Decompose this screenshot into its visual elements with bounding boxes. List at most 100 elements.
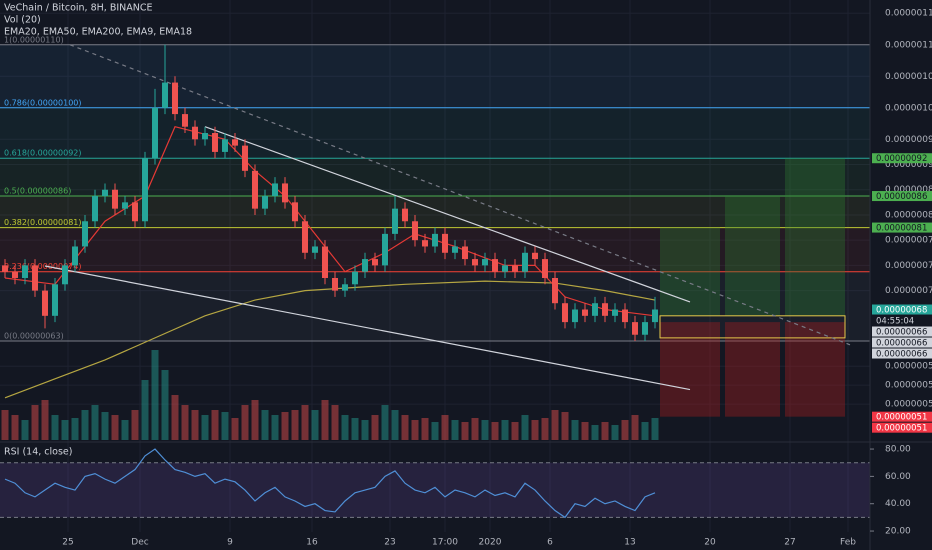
candle-body (602, 303, 608, 316)
candle-body (532, 252, 538, 260)
fib-band (0, 158, 870, 197)
candle-body (372, 259, 378, 266)
fib-band (0, 44, 870, 108)
candle-body (512, 265, 518, 272)
volume-bar (131, 410, 139, 440)
candle-body (272, 183, 278, 197)
price-label-box (872, 191, 932, 202)
candle-body (552, 277, 558, 304)
volume-bar (561, 412, 569, 440)
price-label-box (872, 337, 932, 348)
rsi-band (0, 462, 870, 518)
volume-bar (481, 420, 489, 440)
volume-bar (641, 422, 649, 440)
stop-box (785, 322, 845, 417)
volume-bar (371, 415, 379, 440)
x-tick-label: 20 (704, 538, 716, 548)
candle-body (112, 189, 118, 209)
price-label: 0.00000068 (876, 306, 927, 316)
y-tick-label: 0.00000059 (885, 362, 932, 372)
candle-body (542, 259, 548, 278)
candle-body (262, 196, 268, 209)
candle-body (362, 259, 368, 272)
candle-body (622, 309, 628, 323)
candle-body (452, 246, 458, 253)
price-label: 0.00000086 (876, 192, 927, 202)
volume-bar (161, 370, 169, 440)
volume-bar (221, 412, 229, 440)
indicators-label: EMA20, EMA50, EMA200, EMA9, EMA18 (4, 27, 192, 38)
fib-label: 0.236(0.00000074) (4, 262, 82, 271)
candle-body (82, 221, 88, 247)
x-tick-label: Dec (131, 538, 148, 548)
candle-body (462, 246, 468, 260)
x-tick-label: 23 (384, 538, 395, 548)
volume-bar (261, 410, 269, 440)
candle-body (22, 265, 28, 278)
candle-body (412, 221, 418, 241)
fib-label: 0.5(0.00000086) (4, 187, 71, 196)
volume-bar (171, 395, 179, 440)
candle-body (332, 277, 338, 291)
candle-body (72, 246, 78, 266)
volume-bar (421, 418, 429, 440)
price-label-box (872, 411, 932, 422)
price-label: 0.00000051 (876, 424, 927, 434)
x-tick-label: 9 (227, 538, 233, 548)
rsi-pane (0, 448, 870, 519)
candle-body (122, 202, 128, 209)
candle-body (422, 240, 428, 247)
volume-bar (511, 422, 519, 440)
volume-bar (331, 405, 339, 440)
y-tick-label: 0.00000091 (885, 160, 932, 170)
volume-bar (471, 418, 479, 440)
candle-body (162, 82, 168, 108)
volume-pane (1, 350, 659, 440)
price-label: 0.00000066 (876, 328, 927, 338)
volume-bar (321, 400, 329, 440)
volume-bar (301, 405, 309, 440)
volume-bar (651, 418, 659, 440)
trend-line (44, 265, 691, 391)
y-tick-label: 0.00000087 (885, 185, 932, 195)
volume-bar (491, 422, 499, 440)
volume-bar (31, 405, 39, 440)
price-label-box (872, 153, 932, 164)
stop-box (660, 322, 720, 417)
candle-body (632, 322, 638, 335)
rsi-tick-label: 60.00 (885, 472, 911, 482)
volume-bar (501, 420, 509, 440)
candle-body (102, 189, 108, 197)
volume-bar (111, 415, 119, 440)
chart-title: VeChain / Bitcoin, 8H, BINANCE (4, 3, 153, 14)
candle-body (402, 208, 408, 222)
x-tick-label: 16 (306, 538, 318, 548)
price-label-box (872, 315, 932, 326)
y-tick-label: 0.00000075 (885, 261, 932, 271)
candle-body (652, 309, 658, 323)
candle-body (322, 246, 328, 278)
volume-bar (591, 425, 599, 440)
candle-body (612, 309, 618, 316)
volume-bar (631, 415, 639, 440)
volume-bar (611, 425, 619, 440)
volume-bar (211, 410, 219, 440)
volume-bar (381, 405, 389, 440)
candle-body (132, 202, 138, 222)
price-label: 0.00000066 (876, 350, 927, 360)
candle-body (342, 284, 348, 291)
candle-body (442, 233, 448, 253)
candle-body (472, 259, 478, 266)
candle-body (282, 183, 288, 203)
x-tick-label: 13 (624, 538, 635, 548)
volume-bar (521, 415, 529, 440)
zone-box (659, 315, 846, 339)
candle-body (642, 322, 648, 335)
volume-bar (101, 412, 109, 440)
fib-label: 1(0.00000110) (4, 35, 64, 44)
y-tick-label: 0.00000105 (885, 72, 932, 82)
candle-body (572, 309, 578, 323)
trend-line (69, 44, 851, 346)
candle-body (142, 158, 148, 222)
